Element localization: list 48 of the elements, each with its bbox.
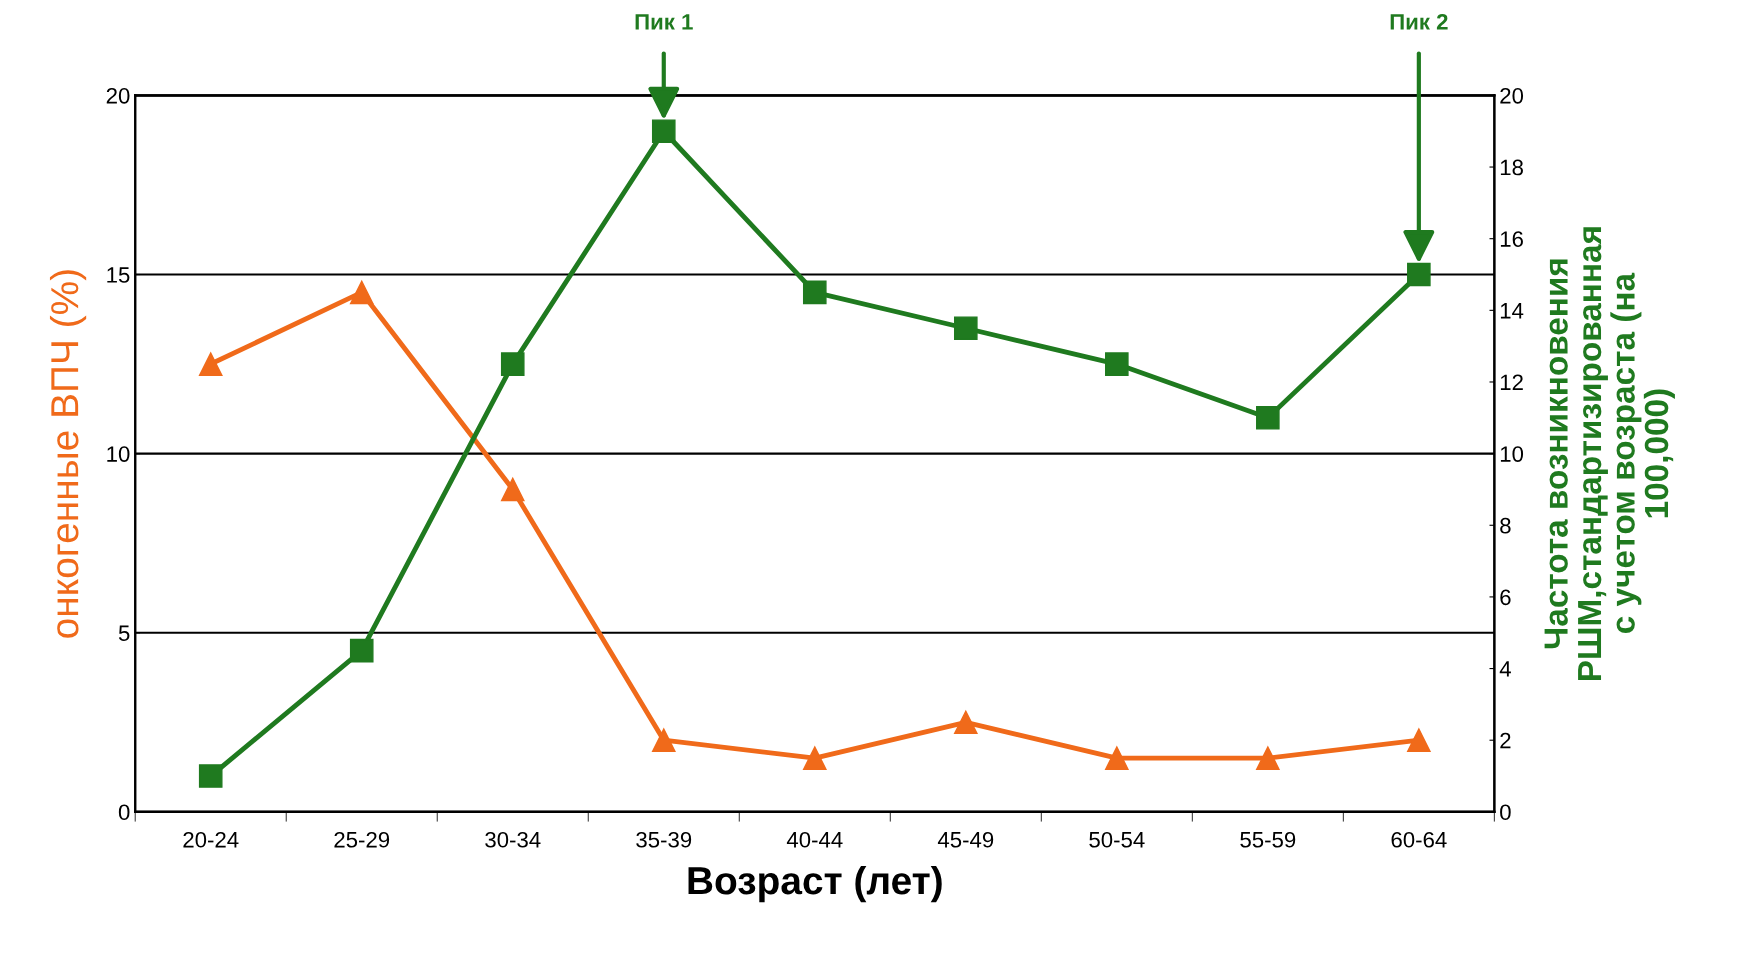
point	[1105, 352, 1129, 376]
point	[802, 746, 827, 770]
x-tick-label: 55-59	[1240, 831, 1296, 848]
y2-tick-label: 14	[1500, 303, 1524, 319]
y2-tick-label: 8	[1500, 517, 1511, 534]
y-tick-label: 20	[106, 87, 130, 104]
point	[198, 764, 223, 788]
y-tick-label: 0	[118, 804, 130, 821]
y2-tick-label: 20	[1500, 87, 1524, 104]
point	[953, 710, 978, 735]
x-tick-label: 40-44	[786, 831, 843, 848]
y2-tick-label: 4	[1499, 661, 1511, 677]
point	[1407, 728, 1431, 753]
x-tick-label: 45-49	[937, 831, 994, 848]
point	[1105, 746, 1129, 770]
y2-tick-label: 2	[1500, 732, 1511, 749]
x-tick-label: 25-29	[334, 831, 390, 848]
y-axis-title: онкогенные ВПЧ (%)	[49, 270, 87, 638]
x-tick-label: 30-34	[485, 831, 541, 848]
point	[651, 119, 676, 144]
y-tick-label: 5	[118, 625, 130, 642]
y2-tick-label: 18	[1500, 159, 1523, 176]
y2-tick-label: 6	[1500, 589, 1511, 606]
x-axis-title: Возраст (лет)	[688, 865, 942, 903]
point	[1256, 405, 1280, 430]
point	[500, 477, 525, 502]
text: Пик 1	[635, 14, 693, 30]
point	[500, 352, 525, 376]
text: Пик 2	[1390, 13, 1448, 30]
point	[651, 728, 676, 753]
y2-tick-label: 10	[1500, 446, 1524, 462]
y2-tick-label: 16	[1500, 231, 1523, 247]
x-tick-label: 60-64	[1391, 831, 1447, 848]
point	[953, 316, 978, 341]
point	[1407, 262, 1431, 287]
y-tick-label: 10	[107, 446, 130, 462]
point	[1256, 746, 1280, 770]
x-tick-label: 20-24	[183, 831, 239, 848]
x-tick-label: 35-39	[636, 831, 692, 848]
point	[349, 280, 374, 305]
x-tick-label: 50-54	[1089, 831, 1145, 848]
y2-tick-label: 12	[1500, 374, 1523, 391]
y-tick-label: 15	[107, 267, 130, 283]
point	[802, 280, 827, 305]
y2-axis-title: Частота возникновения РШМ,стандартизированная с учетом возраста (на 100,000)	[1544, 227, 1675, 681]
y2-tick-label: 0	[1500, 804, 1511, 821]
point	[349, 638, 374, 663]
point	[198, 352, 223, 376]
